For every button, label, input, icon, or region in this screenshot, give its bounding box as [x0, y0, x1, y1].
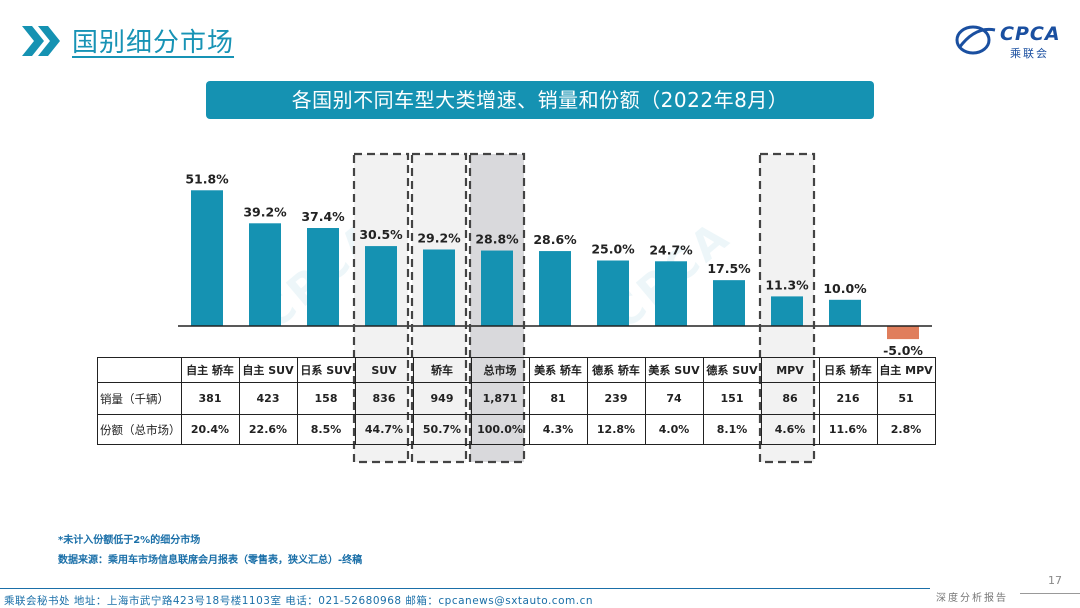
- footer-divider: [1020, 593, 1080, 594]
- sales-cell: 81: [528, 382, 588, 415]
- data-label: 11.3%: [765, 277, 809, 292]
- bar: [423, 249, 455, 326]
- sales-cell: 74: [644, 382, 704, 415]
- data-label: 25.0%: [591, 242, 635, 257]
- bar: [191, 190, 223, 326]
- data-source: 数据来源：乘用车市场信息联席会月报表（零售表，狭义汇总）-终稿: [58, 555, 363, 566]
- row-label: 份额（总市场）: [97, 414, 182, 445]
- sales-cell: 239: [586, 382, 646, 415]
- table-header-row: 自主 轿车 自主 SUV 日系 SUV SUV 轿车 总市场 美系 轿车 德系 轿车 美系 SU…: [97, 357, 936, 383]
- column-header: 自主 SUV: [238, 357, 298, 383]
- share-cell: 44.7%: [354, 414, 414, 445]
- column-header: 轿车: [412, 357, 472, 383]
- data-label: 17.5%: [707, 261, 751, 276]
- chart-title-banner: 各国别不同车型大类增速、销量和份额（2022年8月）: [206, 81, 874, 119]
- sales-cell: 86: [760, 382, 820, 415]
- bar: [713, 280, 745, 326]
- data-label: 24.7%: [649, 242, 693, 257]
- share-cell: 4.6%: [760, 414, 820, 445]
- table-row-sales: 销量（千辆） 381 423 158 836 949 1,871 81 239 74 151 86 2…: [97, 382, 936, 415]
- bar: [887, 326, 919, 340]
- cpca-logo-icon: [955, 25, 996, 55]
- highlight-frame: [468, 152, 526, 464]
- logo-subtext: 乘联会: [1010, 47, 1049, 60]
- share-cell: 22.6%: [238, 414, 298, 445]
- footer-text: 乘联会秘书处 地址：上海市武宁路423号18号楼1103室 电话：021-526…: [4, 595, 594, 607]
- data-label: 37.4%: [301, 209, 345, 224]
- share-cell: 8.5%: [296, 414, 356, 445]
- bar: [597, 260, 629, 326]
- column-header: MPV: [760, 357, 820, 383]
- column-header: 德系 轿车: [586, 357, 646, 383]
- data-label: 29.2%: [417, 230, 461, 245]
- sales-cell: 423: [238, 382, 298, 415]
- data-label: 30.5%: [359, 227, 403, 242]
- column-header: 自主 MPV: [876, 357, 936, 383]
- sales-cell: 949: [412, 382, 472, 415]
- share-cell: 2.8%: [876, 414, 936, 445]
- highlight-frame: [352, 152, 410, 464]
- table-corner-cell: [97, 357, 182, 383]
- bar: [249, 223, 281, 326]
- highlight-frame: [410, 152, 468, 464]
- bar: [829, 299, 861, 326]
- sales-cell: 836: [354, 382, 414, 415]
- data-table: 自主 轿车 自主 SUV 日系 SUV SUV 轿车 总市场 美系 轿车 德系 轿车 美系 SU…: [97, 357, 936, 445]
- share-cell: 4.0%: [644, 414, 704, 445]
- sales-cell: 51: [876, 382, 936, 415]
- column-header: 总市场: [470, 357, 530, 383]
- bar: [307, 228, 339, 326]
- bar: [655, 261, 687, 326]
- bar: [771, 296, 803, 326]
- row-label: 销量（千辆）: [97, 382, 182, 415]
- column-header: 德系 SUV: [702, 357, 762, 383]
- bar: [481, 250, 513, 326]
- sales-cell: 151: [702, 382, 762, 415]
- column-header: 日系 轿车: [818, 357, 878, 383]
- chevron-double-right-icon: [22, 26, 60, 56]
- sales-cell: 381: [180, 382, 240, 415]
- column-header: 自主 轿车: [180, 357, 240, 383]
- share-cell: 50.7%: [412, 414, 472, 445]
- bar: [365, 246, 397, 326]
- data-label: 28.8%: [475, 232, 519, 247]
- highlight-frame: [758, 152, 816, 464]
- column-header: 日系 SUV: [296, 357, 356, 383]
- share-cell: 12.8%: [586, 414, 646, 445]
- page-number: 17: [1048, 574, 1062, 587]
- logo-text: CPCA: [1000, 23, 1061, 45]
- share-cell: 11.6%: [818, 414, 878, 445]
- table-row-share: 份额（总市场） 20.4% 22.6% 8.5% 44.7% 50.7% 100.0% 4.…: [97, 414, 936, 445]
- page-title: 国别细分市场: [72, 28, 235, 58]
- share-cell: 8.1%: [702, 414, 762, 445]
- share-cell: 100.0%: [470, 414, 530, 445]
- report-label: 深度分析报告: [936, 593, 1008, 604]
- share-cell: 4.3%: [528, 414, 588, 445]
- sales-cell: 1,871: [470, 382, 530, 415]
- sales-cell: 158: [296, 382, 356, 415]
- share-cell: 20.4%: [180, 414, 240, 445]
- data-label: 28.6%: [533, 232, 577, 247]
- data-label: 39.2%: [243, 204, 287, 219]
- footnote: *未计入份额低于2%的细分市场: [58, 535, 201, 546]
- column-header: SUV: [354, 357, 414, 383]
- data-label: 51.8%: [185, 171, 229, 186]
- column-header: 美系 轿车: [528, 357, 588, 383]
- data-label: 10.0%: [823, 281, 867, 296]
- footer-divider: [0, 588, 930, 589]
- sales-cell: 216: [818, 382, 878, 415]
- bar: [539, 251, 571, 326]
- data-label: -5.0%: [883, 343, 923, 358]
- column-header: 美系 SUV: [644, 357, 704, 383]
